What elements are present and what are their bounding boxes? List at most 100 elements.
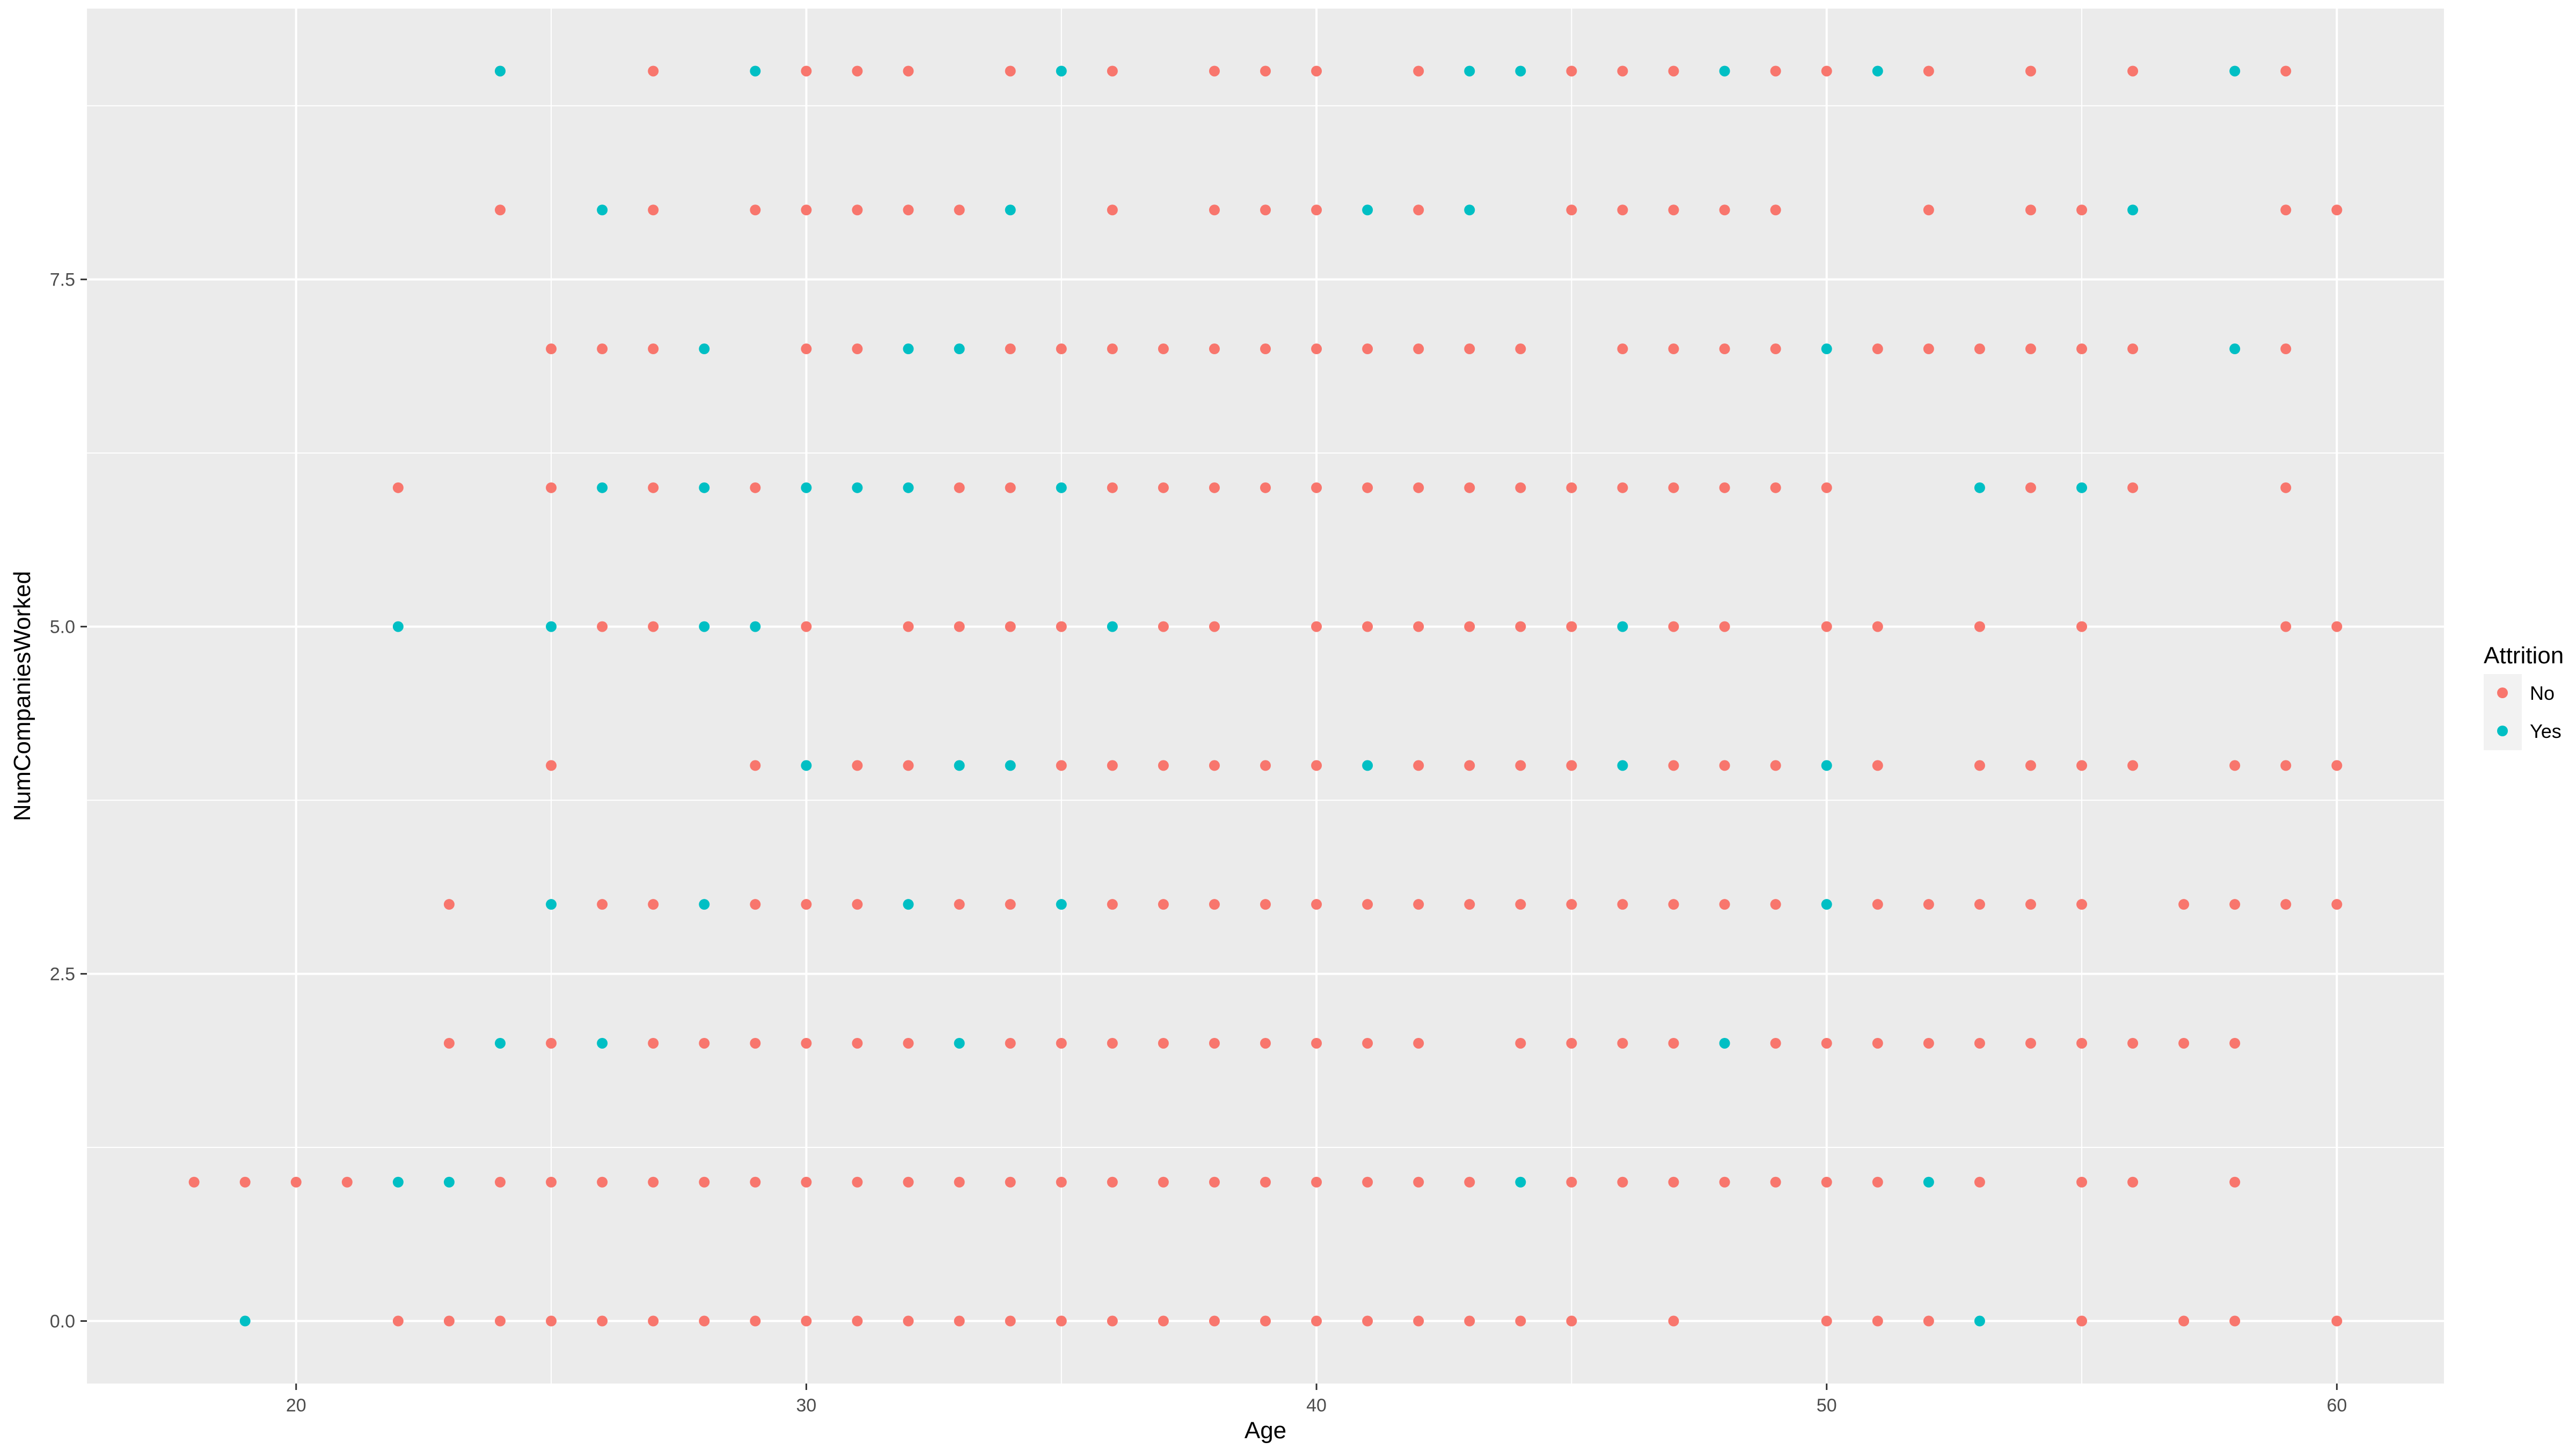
- data-point: [1260, 482, 1271, 493]
- data-point: [1974, 899, 1985, 910]
- data-point: [1056, 760, 1067, 771]
- data-point: [1974, 343, 1985, 355]
- data-point: [2229, 65, 2241, 77]
- data-point: [1515, 760, 1526, 771]
- data-point: [1005, 482, 1016, 493]
- data-point: [750, 760, 761, 771]
- data-point: [1617, 343, 1628, 355]
- data-point: [954, 482, 965, 493]
- data-point: [852, 204, 863, 216]
- data-point: [1413, 204, 1424, 216]
- data-point: [1872, 1037, 1883, 1049]
- data-point: [1005, 1037, 1016, 1049]
- data-point: [1923, 899, 1934, 910]
- data-point: [2025, 65, 2036, 77]
- data-point: [1719, 1176, 1730, 1188]
- data-point: [1260, 1037, 1271, 1049]
- data-point: [1005, 204, 1016, 216]
- panel-background: [87, 9, 2444, 1384]
- data-point: [2025, 1037, 2036, 1049]
- legend-key-yes: [2497, 726, 2508, 736]
- data-point: [750, 482, 761, 493]
- data-point: [2280, 65, 2292, 77]
- x-tick-label: 60: [2326, 1395, 2347, 1416]
- x-tick-label: 20: [286, 1395, 306, 1416]
- data-point: [1719, 760, 1730, 771]
- data-point: [1056, 65, 1067, 77]
- data-point: [1668, 899, 1679, 910]
- data-point: [1821, 1315, 1832, 1327]
- data-point: [1770, 1176, 1781, 1188]
- data-point: [1413, 621, 1424, 632]
- data-point: [2331, 899, 2343, 910]
- data-point: [2280, 204, 2292, 216]
- data-point: [1617, 1176, 1628, 1188]
- data-point: [1209, 621, 1220, 632]
- data-point: [1770, 482, 1781, 493]
- data-point: [852, 65, 863, 77]
- data-point: [1821, 760, 1832, 771]
- data-point: [750, 1315, 761, 1327]
- data-point: [1107, 760, 1118, 771]
- data-point: [1413, 343, 1424, 355]
- data-point: [1311, 760, 1322, 771]
- data-point: [954, 621, 965, 632]
- data-point: [597, 1037, 608, 1049]
- data-point: [1668, 1176, 1679, 1188]
- data-point: [546, 1037, 557, 1049]
- data-point: [2280, 621, 2292, 632]
- data-point: [2229, 1037, 2241, 1049]
- data-point: [1005, 621, 1016, 632]
- data-point: [392, 1315, 404, 1327]
- data-point: [1821, 899, 1832, 910]
- data-point: [750, 1037, 761, 1049]
- data-point: [954, 1037, 965, 1049]
- data-point: [1311, 1037, 1322, 1049]
- data-point: [1923, 65, 1934, 77]
- data-point: [1413, 482, 1424, 493]
- data-point: [1413, 1037, 1424, 1049]
- data-point: [2229, 899, 2241, 910]
- data-point: [1566, 65, 1577, 77]
- data-point: [1770, 204, 1781, 216]
- data-point: [1107, 204, 1118, 216]
- data-point: [1668, 482, 1679, 493]
- data-point: [1719, 899, 1730, 910]
- data-point: [1770, 65, 1781, 77]
- x-axis-ticks: 20 30 40 50 60: [286, 1384, 2347, 1416]
- data-point: [801, 1315, 812, 1327]
- data-point: [1515, 1037, 1526, 1049]
- data-point: [1821, 621, 1832, 632]
- data-point: [648, 621, 659, 632]
- data-point: [2229, 1315, 2241, 1327]
- data-point: [903, 1176, 914, 1188]
- data-point: [2178, 1315, 2190, 1327]
- data-point: [1005, 1176, 1016, 1188]
- data-point: [648, 1315, 659, 1327]
- data-point: [1617, 621, 1628, 632]
- data-point: [597, 621, 608, 632]
- data-point: [1209, 65, 1220, 77]
- data-point: [392, 621, 404, 632]
- data-point: [1872, 621, 1883, 632]
- data-point: [903, 65, 914, 77]
- data-point: [1107, 343, 1118, 355]
- data-point: [1566, 1176, 1577, 1188]
- data-point: [2076, 204, 2088, 216]
- data-point: [1974, 1176, 1985, 1188]
- data-point: [1311, 621, 1322, 632]
- data-point: [1107, 621, 1118, 632]
- y-axis-ticks: 0.0 2.5 5.0 7.5: [50, 270, 87, 1332]
- data-point: [1617, 204, 1628, 216]
- data-point: [2127, 760, 2139, 771]
- data-point: [2280, 899, 2292, 910]
- data-point: [2331, 1315, 2343, 1327]
- data-point: [1668, 760, 1679, 771]
- data-point: [1362, 760, 1373, 771]
- data-point: [2025, 343, 2036, 355]
- data-point: [546, 621, 557, 632]
- data-point: [1515, 899, 1526, 910]
- data-point: [1311, 343, 1322, 355]
- data-point: [801, 1176, 812, 1188]
- data-point: [495, 1037, 506, 1049]
